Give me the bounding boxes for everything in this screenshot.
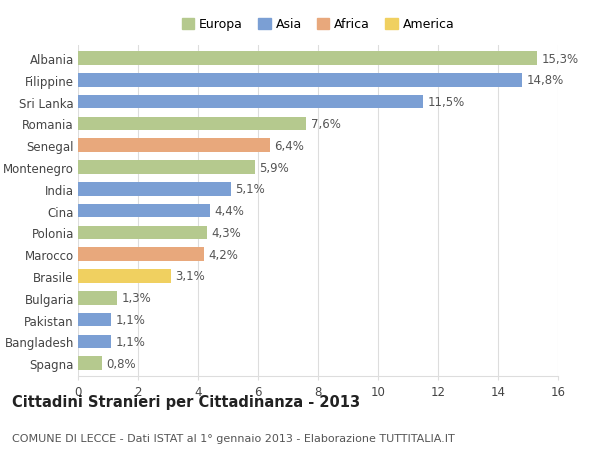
- Bar: [78, 183, 231, 196]
- Text: 15,3%: 15,3%: [542, 52, 578, 66]
- Bar: [78, 335, 111, 348]
- Bar: [78, 269, 171, 283]
- Text: 4,3%: 4,3%: [212, 226, 241, 239]
- Text: 11,5%: 11,5%: [427, 96, 465, 109]
- Bar: [78, 74, 522, 87]
- Legend: Europa, Asia, Africa, America: Europa, Asia, Africa, America: [176, 13, 460, 36]
- Text: 7,6%: 7,6%: [311, 118, 340, 131]
- Text: 4,2%: 4,2%: [209, 248, 238, 261]
- Text: 5,1%: 5,1%: [235, 183, 265, 196]
- Text: 1,3%: 1,3%: [121, 291, 151, 305]
- Bar: [78, 313, 111, 327]
- Text: COMUNE DI LECCE - Dati ISTAT al 1° gennaio 2013 - Elaborazione TUTTITALIA.IT: COMUNE DI LECCE - Dati ISTAT al 1° genna…: [12, 433, 455, 442]
- Text: 1,1%: 1,1%: [115, 313, 145, 326]
- Text: 0,8%: 0,8%: [107, 357, 136, 370]
- Bar: [78, 357, 102, 370]
- Text: 5,9%: 5,9%: [260, 161, 289, 174]
- Text: Cittadini Stranieri per Cittadinanza - 2013: Cittadini Stranieri per Cittadinanza - 2…: [12, 394, 360, 409]
- Text: 6,4%: 6,4%: [275, 140, 304, 152]
- Text: 3,1%: 3,1%: [176, 270, 205, 283]
- Bar: [78, 139, 270, 153]
- Bar: [78, 204, 210, 218]
- Bar: [78, 226, 207, 240]
- Bar: [78, 52, 537, 66]
- Text: 1,1%: 1,1%: [115, 335, 145, 348]
- Bar: [78, 95, 423, 109]
- Bar: [78, 118, 306, 131]
- Text: 4,4%: 4,4%: [215, 205, 244, 218]
- Bar: [78, 248, 204, 261]
- Bar: [78, 291, 117, 305]
- Text: 14,8%: 14,8%: [527, 74, 564, 87]
- Bar: [78, 161, 255, 174]
